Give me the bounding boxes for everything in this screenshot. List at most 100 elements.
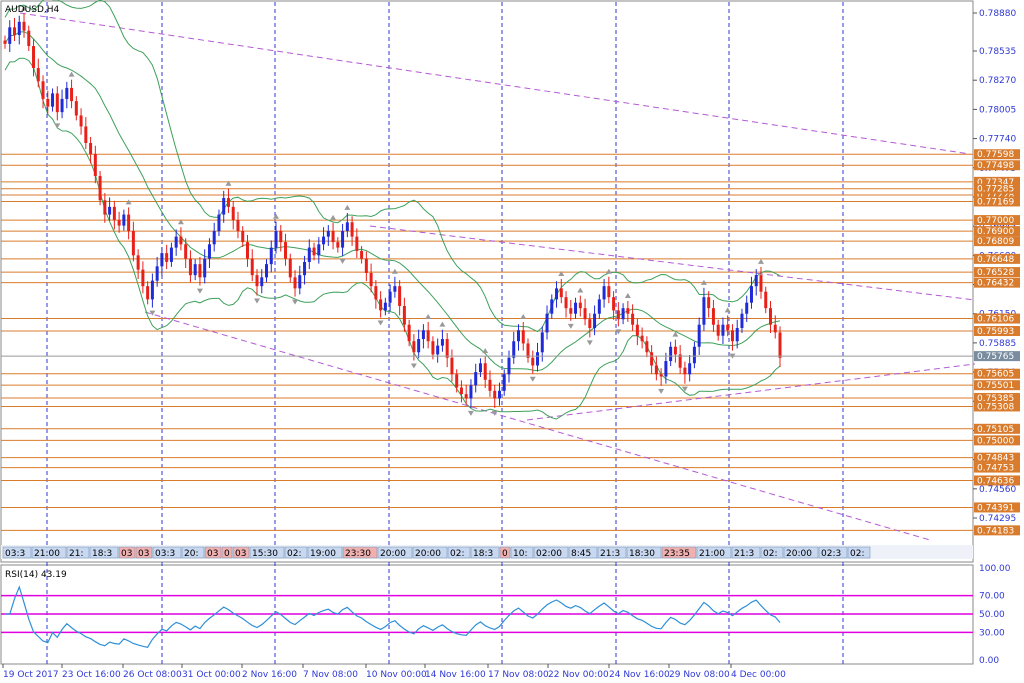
level-price-label: 0.75000	[977, 436, 1014, 446]
horizontal-levels[interactable]	[1, 153, 973, 531]
candle-body	[112, 206, 116, 221]
time-tick-label: 10 Nov 00:00	[366, 670, 427, 680]
candle-body	[317, 244, 321, 256]
candle-body	[46, 98, 50, 107]
time-bar-label: 20:00	[380, 549, 406, 559]
candle-body	[184, 244, 188, 259]
candle-body	[93, 153, 97, 177]
candle-body	[483, 363, 487, 380]
level-price-label: 0.77285	[977, 185, 1014, 195]
candle-body	[36, 68, 40, 82]
fractal-up-marker	[425, 313, 432, 319]
candle-body	[341, 231, 345, 248]
fractal-up-marker	[177, 219, 184, 225]
trend-line	[19, 12, 971, 155]
time-bar-label: 02:00	[536, 549, 562, 559]
fractal-down-marker	[54, 123, 61, 129]
candle-body	[136, 255, 140, 270]
band-line	[4, 31, 781, 372]
fractal-up-marker	[344, 204, 351, 210]
time-bar-label: 21:3	[734, 549, 754, 559]
time-bar-chip	[470, 546, 500, 559]
candle-body	[89, 142, 93, 154]
candle-body	[231, 206, 235, 221]
candle-body	[369, 272, 373, 287]
candle-body	[65, 87, 69, 99]
price-axis: 0.78880 0.78535 0.78270 0.78005 0.77740 0.774…	[1, 9, 1020, 536]
time-bar-label: 10:	[513, 549, 527, 559]
level-price-label: 0.74636	[977, 476, 1014, 486]
candle-body	[683, 367, 687, 375]
time-tick-label: 31 Oct 00:00	[182, 670, 241, 680]
time-bar-label: 03:3	[5, 549, 25, 559]
level-price-label: 0.76432	[977, 279, 1014, 289]
time-bar-label: 18:3	[92, 549, 112, 559]
time-bar-label: 23:35	[664, 549, 690, 559]
level-price-box	[974, 215, 1020, 226]
time-tick-label: 7 Nov 08:00	[303, 670, 358, 680]
bottom-time-bar[interactable]: 03:3 21:00 21: 18:3 03 03 03:3 20: 03 0 03 15:30 02:…	[1, 545, 973, 559]
time-bar-chip	[626, 546, 662, 559]
candle-body	[440, 339, 444, 346]
candle-body	[569, 308, 573, 314]
fractal-down-marker	[658, 388, 665, 394]
time-axis: 19 Oct 2017 23 Oct 16:00 26 Oct 08:00 31 Oc…	[2, 664, 786, 680]
candle-body	[393, 286, 397, 292]
level-price-box	[974, 183, 1020, 194]
candle-body	[245, 242, 249, 259]
fractal-up-marker	[558, 271, 565, 277]
candle-body	[526, 343, 530, 358]
time-bar-chip	[342, 546, 378, 559]
candle-body	[749, 286, 753, 303]
rsi-title: RSI(14) 43.19	[5, 570, 67, 580]
candle-body	[260, 277, 264, 287]
candle-body	[688, 363, 692, 375]
time-tick-label: 2 Nov 16:00	[242, 670, 297, 680]
time-bar-chip	[31, 546, 67, 559]
candle-body	[103, 200, 107, 215]
rsi-tick-label: 50.00	[979, 610, 1005, 620]
candle-body	[502, 374, 506, 391]
candle-body	[455, 374, 459, 388]
trend-lines[interactable]	[19, 12, 976, 541]
candle-body	[217, 214, 221, 232]
candle-body	[436, 345, 440, 355]
candle-body	[355, 236, 359, 251]
fractal-up-marker	[225, 180, 232, 186]
candle-body	[716, 324, 720, 336]
candle-body	[303, 261, 307, 276]
level-price-label: 0.75308	[977, 402, 1014, 412]
candle-body	[654, 365, 658, 375]
candle-body	[550, 299, 554, 314]
main-plot-frame	[0, 0, 974, 563]
time-tick-label: 22 Nov 00:00	[548, 670, 609, 680]
fractal-up-marker	[21, 5, 28, 11]
time-bar-chip	[568, 546, 598, 559]
candle-body	[512, 341, 516, 358]
candle-body	[360, 250, 364, 259]
level-price-label: 0.77000	[977, 216, 1014, 226]
time-bar-label: 20:00	[786, 549, 812, 559]
candle-body	[759, 275, 763, 292]
fractal-down-marker	[467, 410, 474, 416]
price-tick-label: 0.74295	[979, 514, 1016, 524]
fractal-up-marker	[391, 268, 398, 274]
candle-body	[773, 324, 777, 333]
level-price-label: 0.76648	[977, 255, 1014, 265]
price-tick-label: 0.75885	[979, 339, 1016, 349]
candle-body	[516, 330, 520, 342]
level-price-label: 0.77169	[977, 197, 1014, 207]
level-price-label: 0.77347	[977, 178, 1014, 188]
level-price-box	[974, 452, 1020, 463]
level-price-label: 0.74391	[977, 503, 1014, 513]
candle-body	[17, 21, 21, 36]
candle-body	[559, 288, 563, 298]
fractal-up-marker	[757, 258, 764, 264]
candle-body	[127, 214, 131, 232]
time-bar-label: 03	[207, 549, 218, 559]
level-price-label: 0.75993	[977, 327, 1014, 337]
candle-body	[593, 313, 597, 329]
level-price-box	[974, 435, 1020, 446]
time-bar-chip	[510, 546, 534, 559]
